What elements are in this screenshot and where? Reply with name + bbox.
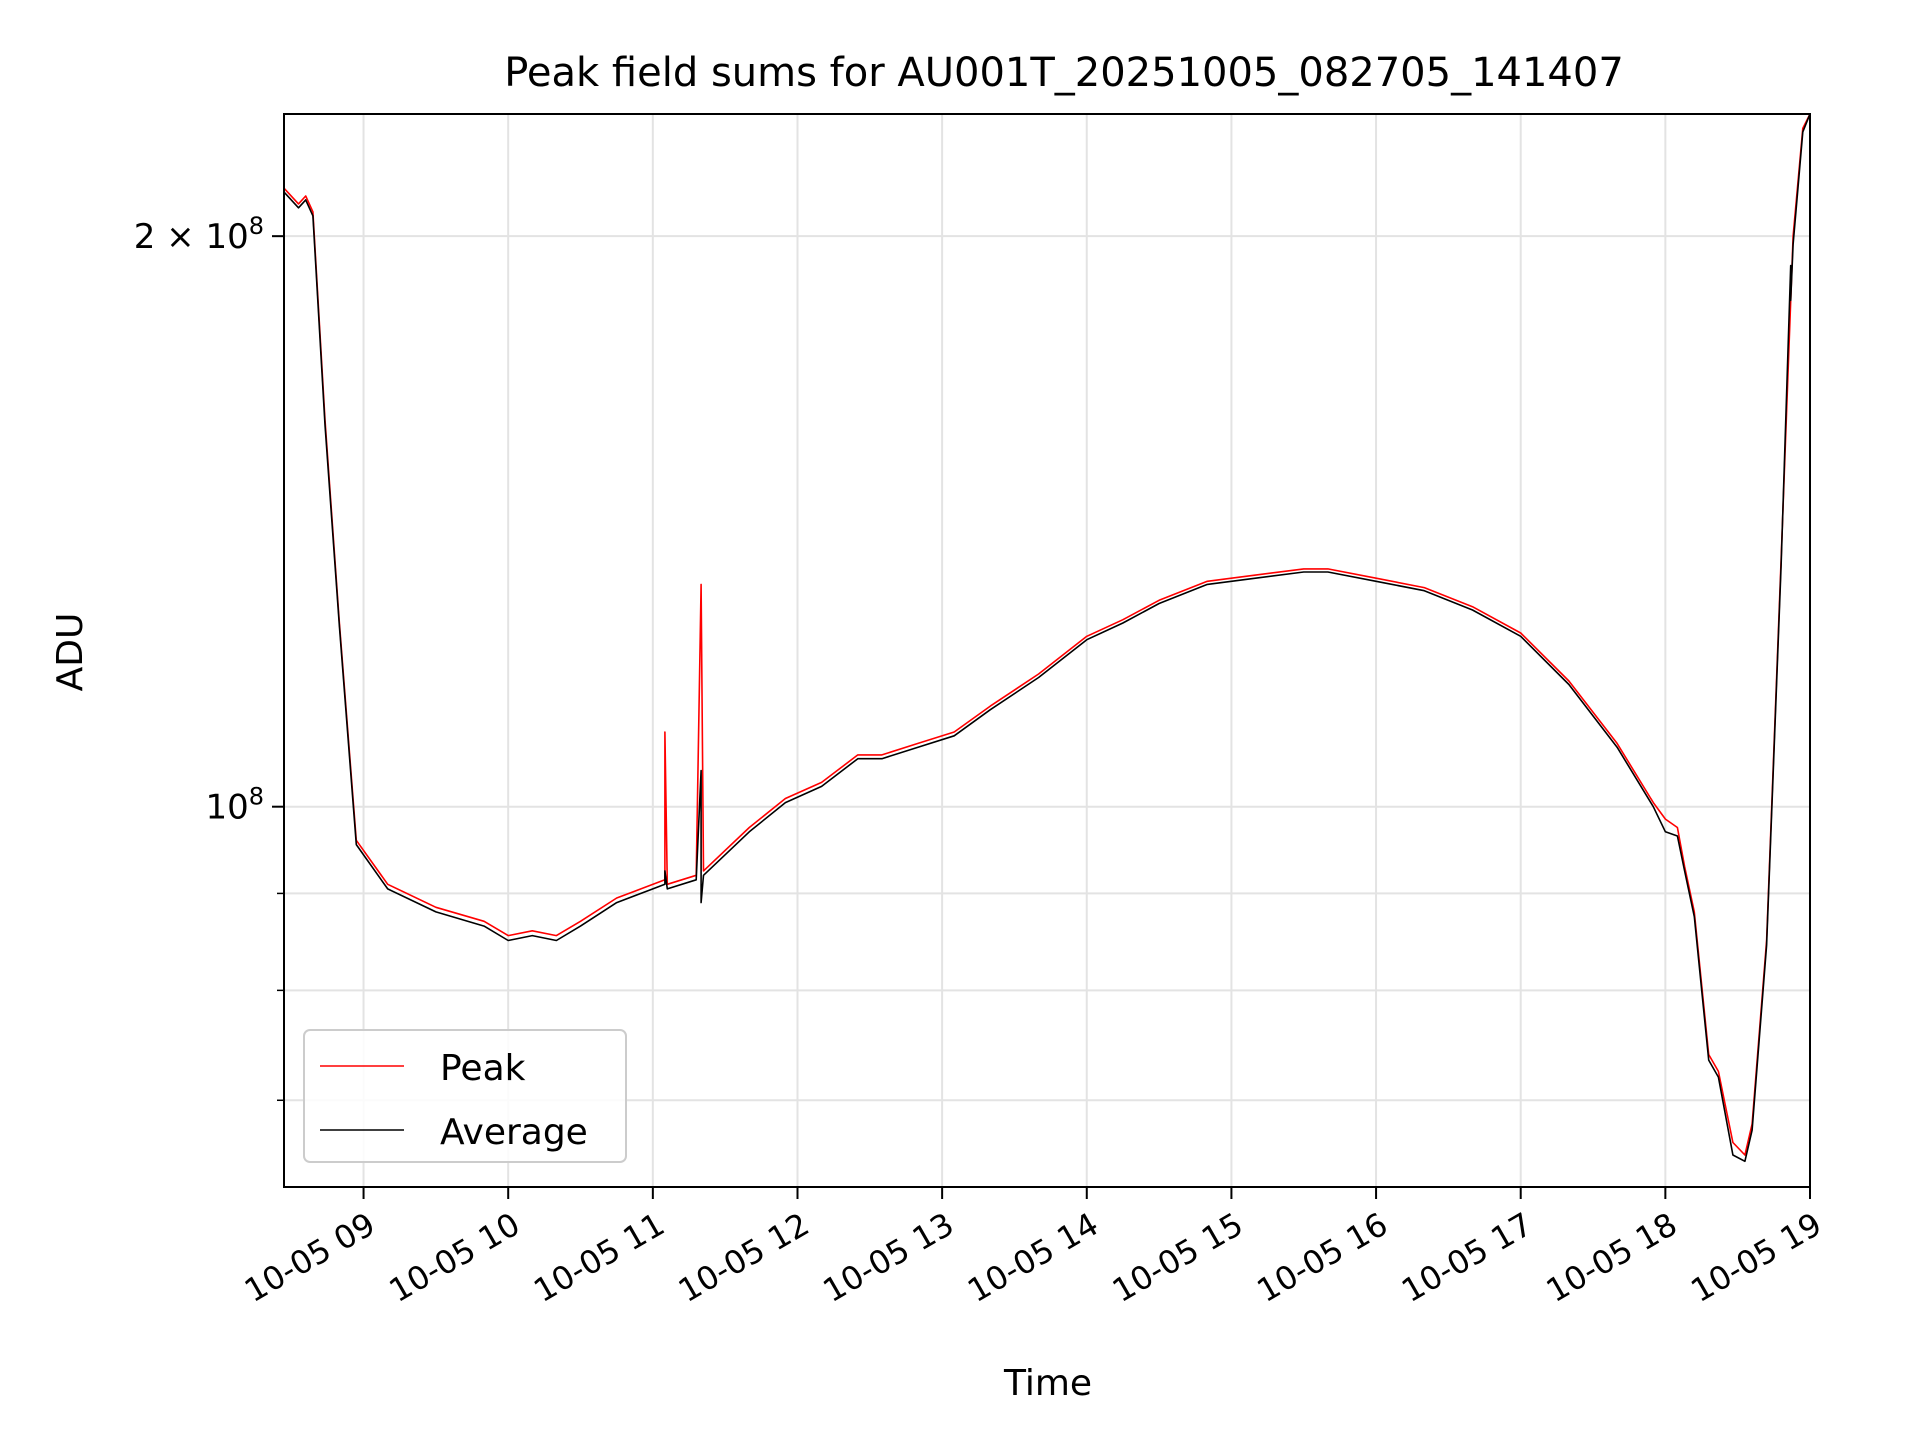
chart-title: Peak field sums for AU001T_20251005_0827… [504,50,1624,96]
series-layer [284,114,1810,1163]
plot-frame [283,113,1811,1188]
legend-box [303,1029,627,1163]
legend-label-average: Average [440,1112,588,1153]
y-axis: 108 2 × 108 [134,212,284,1102]
y-tick-label: 108 [205,783,264,828]
series-line-average [284,114,1810,1163]
legend: Peak Average [303,1029,627,1163]
legend-label-peak: Peak [440,1048,526,1089]
x-axis-label: Time [1003,1363,1092,1404]
y-axis-label: ADU [50,613,91,692]
grid [284,114,1810,1187]
y-tick-label: 2 × 108 [134,212,264,257]
